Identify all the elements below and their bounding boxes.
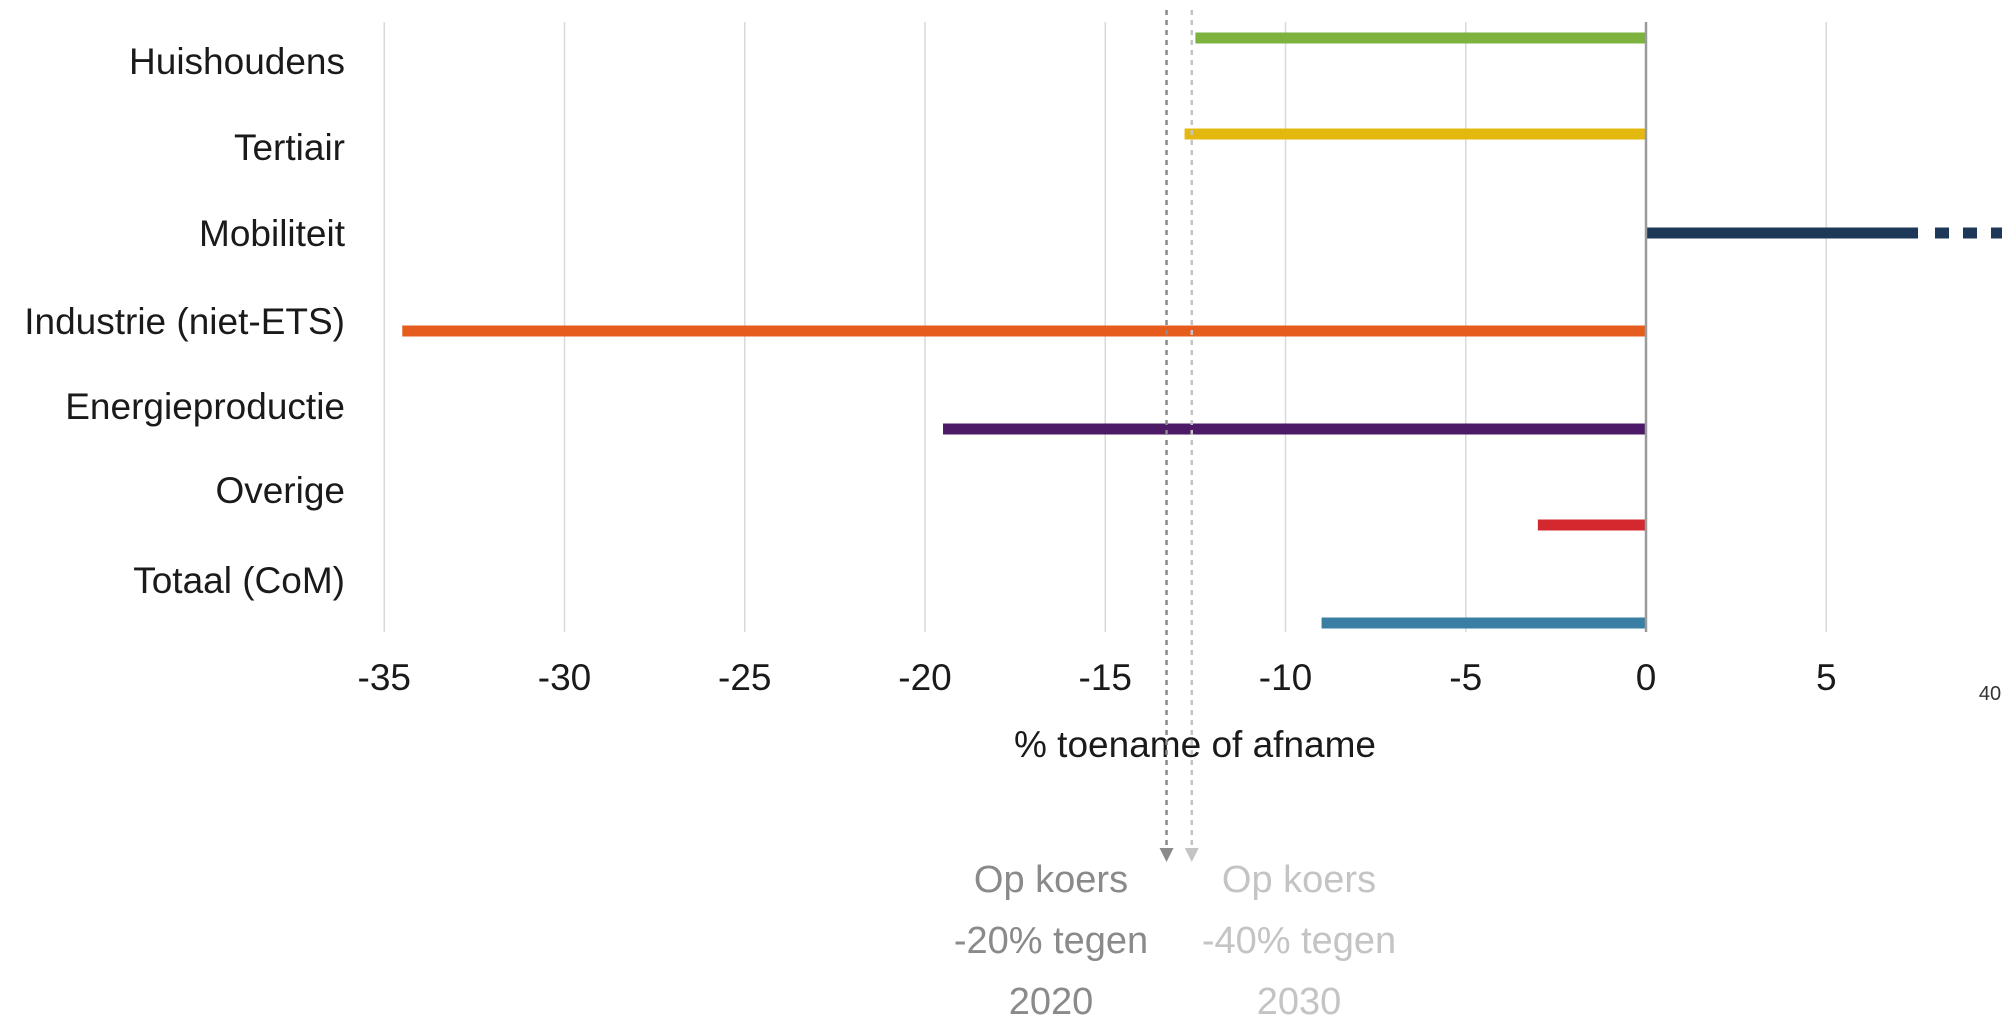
category-labels: Huishoudens Tertiair Mobiliteit Industrie (…: [24, 41, 345, 601]
x-tick-label: -15: [1079, 657, 1132, 698]
reference-label: Op koers: [1222, 859, 1376, 901]
x-tick-labels: -35 -30 -25 -20 -15 -10 -5 0 5: [358, 657, 1837, 698]
reference-label: Op koers: [974, 859, 1128, 901]
category-label-industrie-niet-ets: Industrie (niet-ETS): [24, 301, 345, 342]
arrow-down-icon: [1184, 848, 1199, 862]
reference-label: -40% tegen: [1202, 920, 1396, 962]
category-label-mobiliteit: Mobiliteit: [199, 213, 346, 254]
category-label-totaal-com: Totaal (CoM): [133, 560, 345, 601]
x-tick-label: -5: [1449, 657, 1482, 698]
x-tick-label: -10: [1259, 657, 1312, 698]
category-label-overige: Overige: [215, 470, 345, 511]
reference-label: -20% tegen: [954, 920, 1148, 962]
x-tick-label: -20: [898, 657, 951, 698]
reference-lines: Op koers -20% tegen 2020 Op koers -40% tegen…: [954, 10, 1396, 1021]
x-tick-label: -25: [718, 657, 771, 698]
x-tick-label: -35: [358, 657, 411, 698]
x-tick-label: 0: [1636, 657, 1657, 698]
x-tick-label: 5: [1816, 657, 1837, 698]
arrow-down-icon: [1159, 848, 1174, 862]
x-axis-title: % toename of afname: [1014, 724, 1376, 765]
bars: [402, 22, 2002, 632]
reference-label: 2020: [1009, 981, 1094, 1021]
reference-label: 2030: [1257, 981, 1342, 1021]
category-label-energieproductie: Energieproductie: [65, 386, 345, 427]
category-label-tertiair: Tertiair: [234, 127, 345, 168]
x-tick-label: -30: [538, 657, 591, 698]
axis-break-label: 40: [1979, 683, 2001, 705]
category-label-huishoudens: Huishoudens: [129, 41, 345, 82]
